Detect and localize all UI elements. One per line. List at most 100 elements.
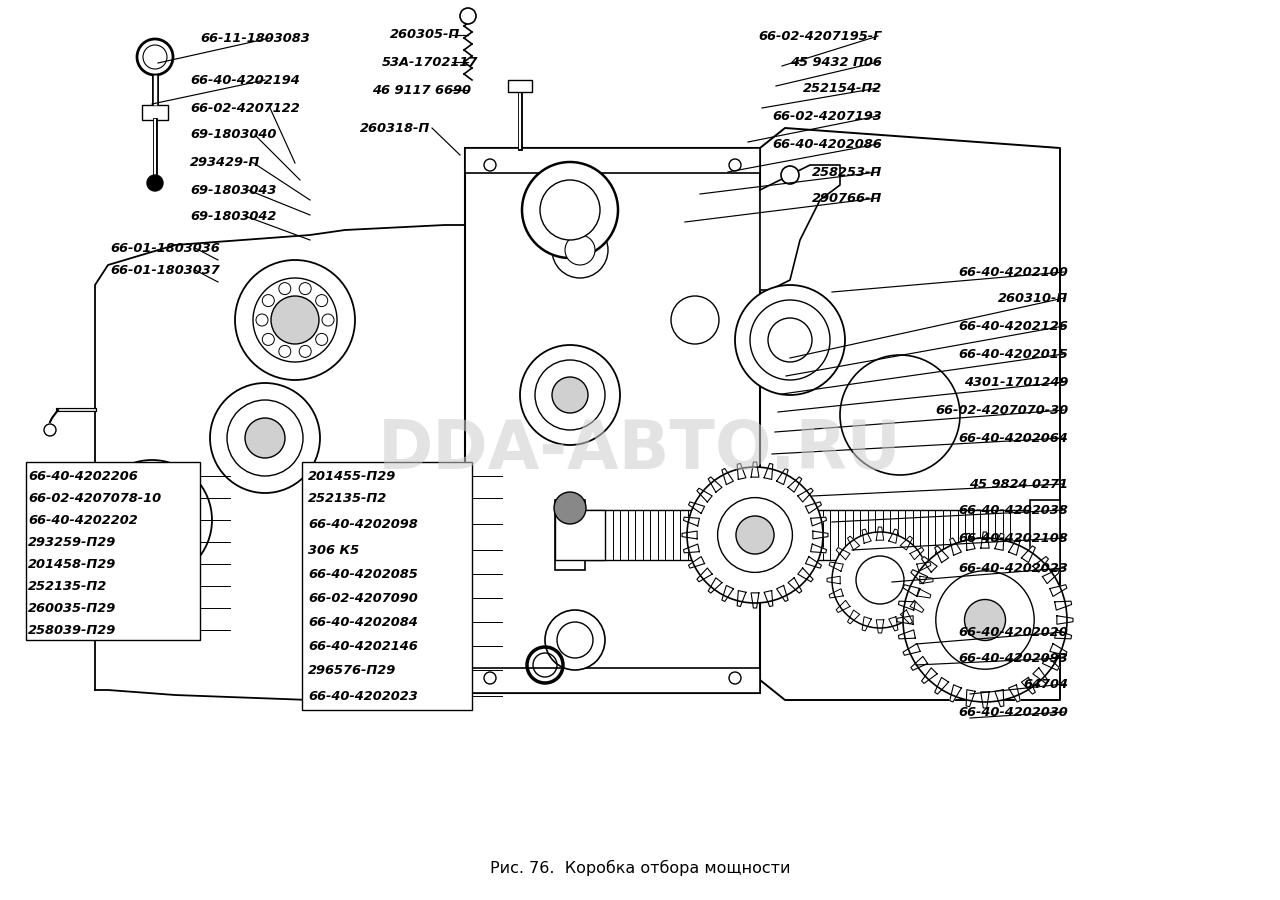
Polygon shape [1033,556,1048,572]
Circle shape [902,538,1068,702]
Polygon shape [904,644,920,655]
Polygon shape [810,518,827,526]
Text: 66-02-4207195-Г: 66-02-4207195-Г [759,30,882,42]
Text: 66-02-4207090: 66-02-4207090 [308,591,417,605]
Polygon shape [920,576,933,584]
Text: 66-40-4202108: 66-40-4202108 [959,532,1068,544]
Circle shape [137,39,173,75]
Circle shape [300,346,311,357]
Bar [142,105,168,120]
Bar [465,148,760,173]
Text: 66-02-4207070-30: 66-02-4207070-30 [934,403,1068,417]
Circle shape [83,510,102,530]
Polygon shape [877,527,883,540]
Text: 66-40-4202206: 66-40-4202206 [28,470,138,482]
Polygon shape [916,562,931,572]
Circle shape [460,8,476,24]
Circle shape [735,285,845,395]
Polygon shape [980,532,989,548]
Polygon shape [980,692,989,708]
Circle shape [316,294,328,307]
Circle shape [108,476,196,564]
Polygon shape [911,570,928,583]
Circle shape [781,166,799,184]
Polygon shape [922,556,937,572]
Polygon shape [722,469,733,484]
Polygon shape [888,529,899,544]
Circle shape [936,571,1034,670]
Polygon shape [797,488,813,502]
Circle shape [687,467,823,603]
Polygon shape [910,600,924,613]
Polygon shape [737,590,746,607]
Polygon shape [836,547,850,560]
Polygon shape [696,568,712,581]
Polygon shape [829,589,844,598]
Polygon shape [751,593,759,608]
Text: 4301-1701249: 4301-1701249 [964,375,1068,389]
Text: 293429-П: 293429-П [189,156,260,168]
Circle shape [227,400,303,476]
Bar [465,668,760,693]
Circle shape [730,159,741,171]
Text: 66-40-4202023: 66-40-4202023 [959,562,1068,574]
Polygon shape [910,547,924,560]
Text: 66-40-4202194: 66-40-4202194 [189,74,300,86]
Text: 66-40-4202023: 66-40-4202023 [308,689,417,703]
Circle shape [730,672,741,684]
Text: 293259-П29: 293259-П29 [28,536,116,548]
Text: 201458-П29: 201458-П29 [28,557,116,571]
Circle shape [552,377,588,413]
Circle shape [44,424,56,436]
Polygon shape [995,534,1004,550]
Polygon shape [995,689,1004,706]
Polygon shape [1050,585,1068,597]
Text: DDA-ABTO.RU: DDA-ABTO.RU [378,417,902,483]
Circle shape [236,260,355,380]
Polygon shape [1050,644,1068,655]
Circle shape [522,162,618,258]
Circle shape [540,180,600,240]
Polygon shape [751,462,759,477]
Circle shape [718,498,792,572]
Bar [508,80,532,92]
Polygon shape [966,534,975,550]
Circle shape [736,516,774,554]
Text: 64704: 64704 [1023,678,1068,690]
Polygon shape [1009,538,1020,555]
Polygon shape [689,556,704,568]
Circle shape [77,504,109,536]
Polygon shape [904,585,920,597]
Text: 66-01-1803036: 66-01-1803036 [110,241,220,255]
Circle shape [138,506,166,534]
Circle shape [262,333,274,346]
Polygon shape [722,585,733,601]
Text: 296576-П29: 296576-П29 [308,663,397,677]
Text: 66-40-4202098: 66-40-4202098 [308,518,417,530]
Polygon shape [897,616,913,625]
Polygon shape [764,590,773,607]
Circle shape [535,360,605,430]
Circle shape [564,235,595,265]
Text: 66-02-4207122: 66-02-4207122 [189,102,300,114]
Circle shape [965,599,1006,641]
Text: 260305-П: 260305-П [390,29,461,41]
Polygon shape [684,544,699,553]
Polygon shape [911,656,928,670]
Bar [1030,500,1060,570]
Text: 252135-П2: 252135-П2 [28,580,108,592]
Text: 69-1803040: 69-1803040 [189,129,276,141]
Polygon shape [950,685,961,702]
Polygon shape [813,531,828,539]
Text: 53А-1702117: 53А-1702117 [381,56,479,68]
Bar [465,148,760,693]
Circle shape [147,175,163,191]
Text: 45 9432 П06: 45 9432 П06 [790,56,882,68]
Circle shape [143,45,166,69]
Circle shape [271,296,319,344]
Bar [302,462,472,710]
Polygon shape [708,477,722,492]
Circle shape [832,532,928,628]
Polygon shape [847,536,860,550]
Circle shape [545,610,605,670]
